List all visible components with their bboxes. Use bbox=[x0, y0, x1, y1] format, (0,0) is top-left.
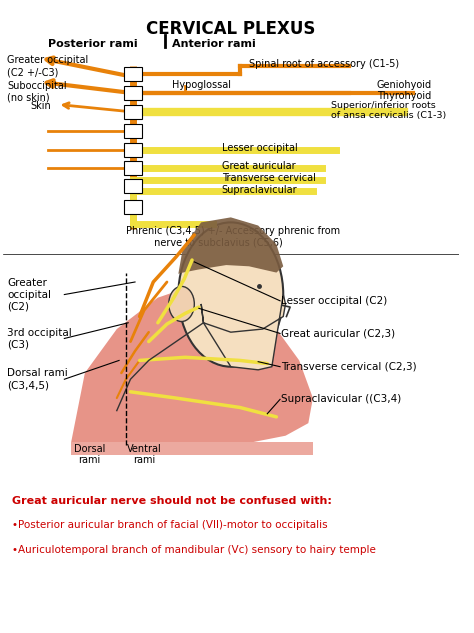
Bar bbox=[124, 67, 142, 81]
Text: Dorsal rami
(C3,4,5): Dorsal rami (C3,4,5) bbox=[7, 368, 68, 390]
Text: Spinal root of accessory (C1-5): Spinal root of accessory (C1-5) bbox=[249, 59, 399, 68]
Text: Great auricular nerve should not be confused with:: Great auricular nerve should not be conf… bbox=[12, 496, 332, 506]
Bar bbox=[124, 161, 142, 175]
Polygon shape bbox=[71, 442, 313, 454]
Text: Lesser occipital: Lesser occipital bbox=[222, 142, 297, 153]
Text: Transverse cervical (C2,3): Transverse cervical (C2,3) bbox=[281, 361, 417, 372]
Text: Great auricular: Great auricular bbox=[222, 161, 295, 171]
Polygon shape bbox=[178, 217, 283, 274]
Text: Suboccipital
(no skin): Suboccipital (no skin) bbox=[7, 80, 67, 102]
Text: •Auriculotemporal branch of mandibular (Vc) sensory to hairy temple: •Auriculotemporal branch of mandibular (… bbox=[12, 545, 376, 555]
Circle shape bbox=[169, 286, 194, 322]
Text: CERVICAL PLEXUS: CERVICAL PLEXUS bbox=[146, 20, 316, 39]
Text: Superior/inferior roots
of ansa cervicalis (C1-3): Superior/inferior roots of ansa cervical… bbox=[331, 101, 447, 120]
Text: Skin: Skin bbox=[30, 101, 51, 111]
Text: Hypoglossal: Hypoglossal bbox=[172, 80, 230, 90]
Text: Posterior rami: Posterior rami bbox=[48, 39, 138, 49]
Text: Supraclavicular ((C3,4): Supraclavicular ((C3,4) bbox=[281, 394, 401, 404]
Text: Great auricular (C2,3): Great auricular (C2,3) bbox=[281, 329, 395, 339]
Bar bbox=[124, 200, 142, 213]
Bar bbox=[124, 86, 142, 100]
Text: Ventral
rami: Ventral rami bbox=[127, 444, 162, 465]
Text: Geniohyoid
Thyrohyoid: Geniohyoid Thyrohyoid bbox=[377, 80, 432, 101]
Polygon shape bbox=[71, 285, 313, 442]
Text: Greater
occipital
(C2): Greater occipital (C2) bbox=[7, 278, 51, 311]
Text: Anterior rami: Anterior rami bbox=[172, 39, 255, 49]
Text: •Posterior auricular branch of facial (VII)-motor to occipitalis: •Posterior auricular branch of facial (V… bbox=[12, 520, 328, 530]
Bar bbox=[124, 105, 142, 119]
Text: Lesser occipital (C2): Lesser occipital (C2) bbox=[281, 296, 387, 306]
Text: Phrenic (C3,4,5) +/- Accessory phrenic from
         nerve to subclavius (C5,6): Phrenic (C3,4,5) +/- Accessory phrenic f… bbox=[126, 226, 340, 248]
Circle shape bbox=[178, 222, 283, 367]
Text: Greater occipital
(C2 +/-C3): Greater occipital (C2 +/-C3) bbox=[7, 56, 89, 77]
Bar bbox=[124, 179, 142, 193]
Text: Dorsal
rami: Dorsal rami bbox=[74, 444, 105, 465]
Text: Supraclavicular: Supraclavicular bbox=[222, 185, 297, 196]
Text: 3rd occipital
(C3): 3rd occipital (C3) bbox=[7, 328, 72, 349]
Polygon shape bbox=[201, 294, 285, 370]
Bar bbox=[124, 142, 142, 156]
Bar bbox=[124, 124, 142, 138]
Text: Transverse cervical: Transverse cervical bbox=[222, 173, 316, 184]
